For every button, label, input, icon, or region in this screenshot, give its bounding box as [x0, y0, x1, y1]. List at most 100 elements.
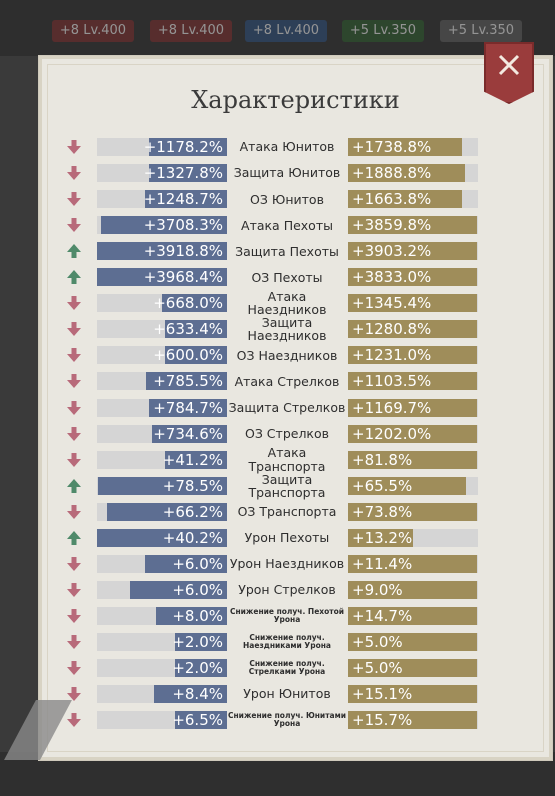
stat-label-text: Защита Пехоты	[235, 243, 339, 259]
own-value: +1248.7%	[143, 190, 223, 209]
arrow-down-icon	[67, 504, 81, 519]
own-value-bar: +1248.7%	[97, 190, 227, 209]
stat-label: ОЗ Пехоты	[228, 266, 346, 288]
own-value: +8.4%	[172, 685, 223, 704]
opponent-value: +73.8%	[352, 502, 413, 521]
stat-label: Снижение получ. Пехотой Урона	[228, 605, 346, 627]
own-value: +40.2%	[162, 528, 223, 547]
stat-label-text: Снижение получ. Наездниками Урона	[243, 633, 331, 650]
arrow-down-icon	[67, 713, 81, 728]
own-value: +734.6%	[153, 424, 223, 443]
own-value-bar: +785.5%	[97, 372, 227, 391]
opponent-value-bar: +1103.5%	[348, 372, 478, 391]
opponent-value: +14.7%	[352, 606, 413, 625]
opponent-value-bar: +3859.8%	[348, 216, 478, 235]
stat-label-text: Снижение получ. Юнитами Урона	[228, 711, 346, 729]
stat-label-text: Защита Стрелков	[228, 399, 346, 415]
own-value-bar: +6.5%	[97, 711, 227, 730]
stats-list[interactable]: +1178.2% Атака Юнитов +1738.8% +1327.8% Защи…	[60, 118, 490, 742]
stat-label: Атака Пехоты	[228, 214, 346, 236]
opponent-value-fill	[348, 294, 477, 313]
opponent-value-fill	[348, 502, 477, 521]
stat-label: Урон Юнитов	[228, 683, 346, 705]
stat-label: Снижение получ. Юнитами Урона	[228, 709, 346, 731]
own-value: +78.5%	[162, 476, 223, 495]
own-value-fill	[175, 711, 227, 730]
arrow-down-icon	[67, 322, 81, 337]
stat-label: Атака Наездников	[228, 290, 346, 316]
opponent-value-bar: +1231.0%	[348, 346, 478, 365]
own-value: +3708.3%	[143, 216, 223, 235]
own-value-bar: +600.0%	[97, 346, 227, 365]
own-value-fill	[97, 268, 227, 287]
own-value-bar: +1327.8%	[97, 164, 227, 183]
own-value-bar: +668.0%	[97, 294, 227, 313]
own-value-fill	[164, 450, 227, 469]
opponent-value-bar: +3833.0%	[348, 268, 478, 287]
opponent-value-fill	[348, 450, 477, 469]
arrow-down-icon	[67, 556, 81, 571]
own-value-bar: +3708.3%	[97, 216, 227, 235]
stat-row: +1248.7% ОЗ Юнитов +1663.8%	[60, 188, 490, 210]
opponent-value-fill	[348, 164, 465, 183]
stat-label: Урон Пехоты	[228, 527, 346, 549]
opponent-value-fill	[348, 242, 477, 261]
opponent-value-fill	[348, 346, 477, 365]
arrow-down-icon	[67, 634, 81, 649]
stat-label-text: Атака Юнитов	[239, 139, 335, 155]
own-value-fill	[98, 476, 227, 495]
own-value: +668.0%	[153, 294, 223, 313]
opponent-value: +1169.7%	[352, 398, 432, 417]
opponent-value-fill	[348, 580, 477, 599]
stat-label: ОЗ Наездников	[228, 344, 346, 366]
stat-label: Атака Юнитов	[228, 136, 346, 158]
own-value-fill	[154, 685, 227, 704]
opponent-value-fill	[348, 372, 477, 391]
opponent-value: +81.8%	[352, 450, 413, 469]
own-value-bar: +1178.2%	[97, 138, 227, 156]
own-value-fill	[151, 424, 227, 443]
opponent-value-bar: +5.0%	[348, 632, 478, 651]
opponent-value: +1663.8%	[352, 190, 432, 209]
stat-label: Защита Стрелков	[228, 397, 346, 419]
stat-label-text: ОЗ Транспорта	[237, 504, 337, 520]
own-value-bar: +784.7%	[97, 398, 227, 417]
stat-label-text: Снижение получ. Стрелками Урона	[248, 659, 326, 676]
arrow-up-icon	[67, 244, 81, 259]
opponent-value: +9.0%	[352, 580, 403, 599]
stat-row: +6.5% Снижение получ. Юнитами Урона +15.7%	[60, 709, 490, 731]
stat-row: +633.4% Защита Наездников +1280.8%	[60, 315, 490, 344]
stat-label: Урон Наездников	[228, 553, 346, 575]
opponent-value: +1888.8%	[352, 164, 432, 183]
stat-label-text: Защита Наездников	[247, 315, 327, 344]
arrow-down-icon	[67, 374, 81, 389]
background-level-badge: +8 Lv.400	[150, 20, 232, 42]
opponent-value-bar: +1169.7%	[348, 398, 478, 417]
stat-label: Урон Стрелков	[228, 579, 346, 601]
stat-row: +1178.2% Атака Юнитов +1738.8%	[60, 136, 490, 158]
stat-label-text: Защита Транспорта	[248, 471, 326, 500]
arrow-down-icon	[67, 192, 81, 207]
own-value-fill	[175, 659, 227, 677]
own-value-bar: +734.6%	[97, 424, 227, 443]
opponent-value-fill	[348, 632, 477, 651]
stat-row: +734.6% ОЗ Стрелков +1202.0%	[60, 423, 490, 445]
opponent-value-bar: +15.7%	[348, 711, 478, 730]
opponent-value-fill	[348, 659, 477, 677]
stat-row: +2.0% Снижение получ. Наездниками Урона +5…	[60, 631, 490, 653]
stat-row: +784.7% Защита Стрелков +1169.7%	[60, 397, 490, 419]
stat-label: Защита Транспорта	[228, 471, 346, 500]
close-button[interactable]	[484, 42, 534, 104]
opponent-value: +1202.0%	[352, 424, 432, 443]
stat-label: Атака Стрелков	[228, 370, 346, 392]
own-value: +1327.8%	[143, 164, 223, 183]
opponent-value-bar: +1738.8%	[348, 138, 478, 156]
background-level-badge: +8 Lv.400	[52, 20, 134, 42]
opponent-value: +1345.4%	[352, 294, 432, 313]
own-value: +6.0%	[172, 580, 223, 599]
stat-row: +41.2% Атака Транспорта +81.8%	[60, 446, 490, 473]
own-value: +6.0%	[172, 554, 223, 573]
stat-row: +2.0% Снижение получ. Стрелками Урона +5.0…	[60, 657, 490, 679]
stat-label: Защита Пехоты	[228, 240, 346, 262]
stat-row: +3918.8% Защита Пехоты +3903.2%	[60, 240, 490, 262]
